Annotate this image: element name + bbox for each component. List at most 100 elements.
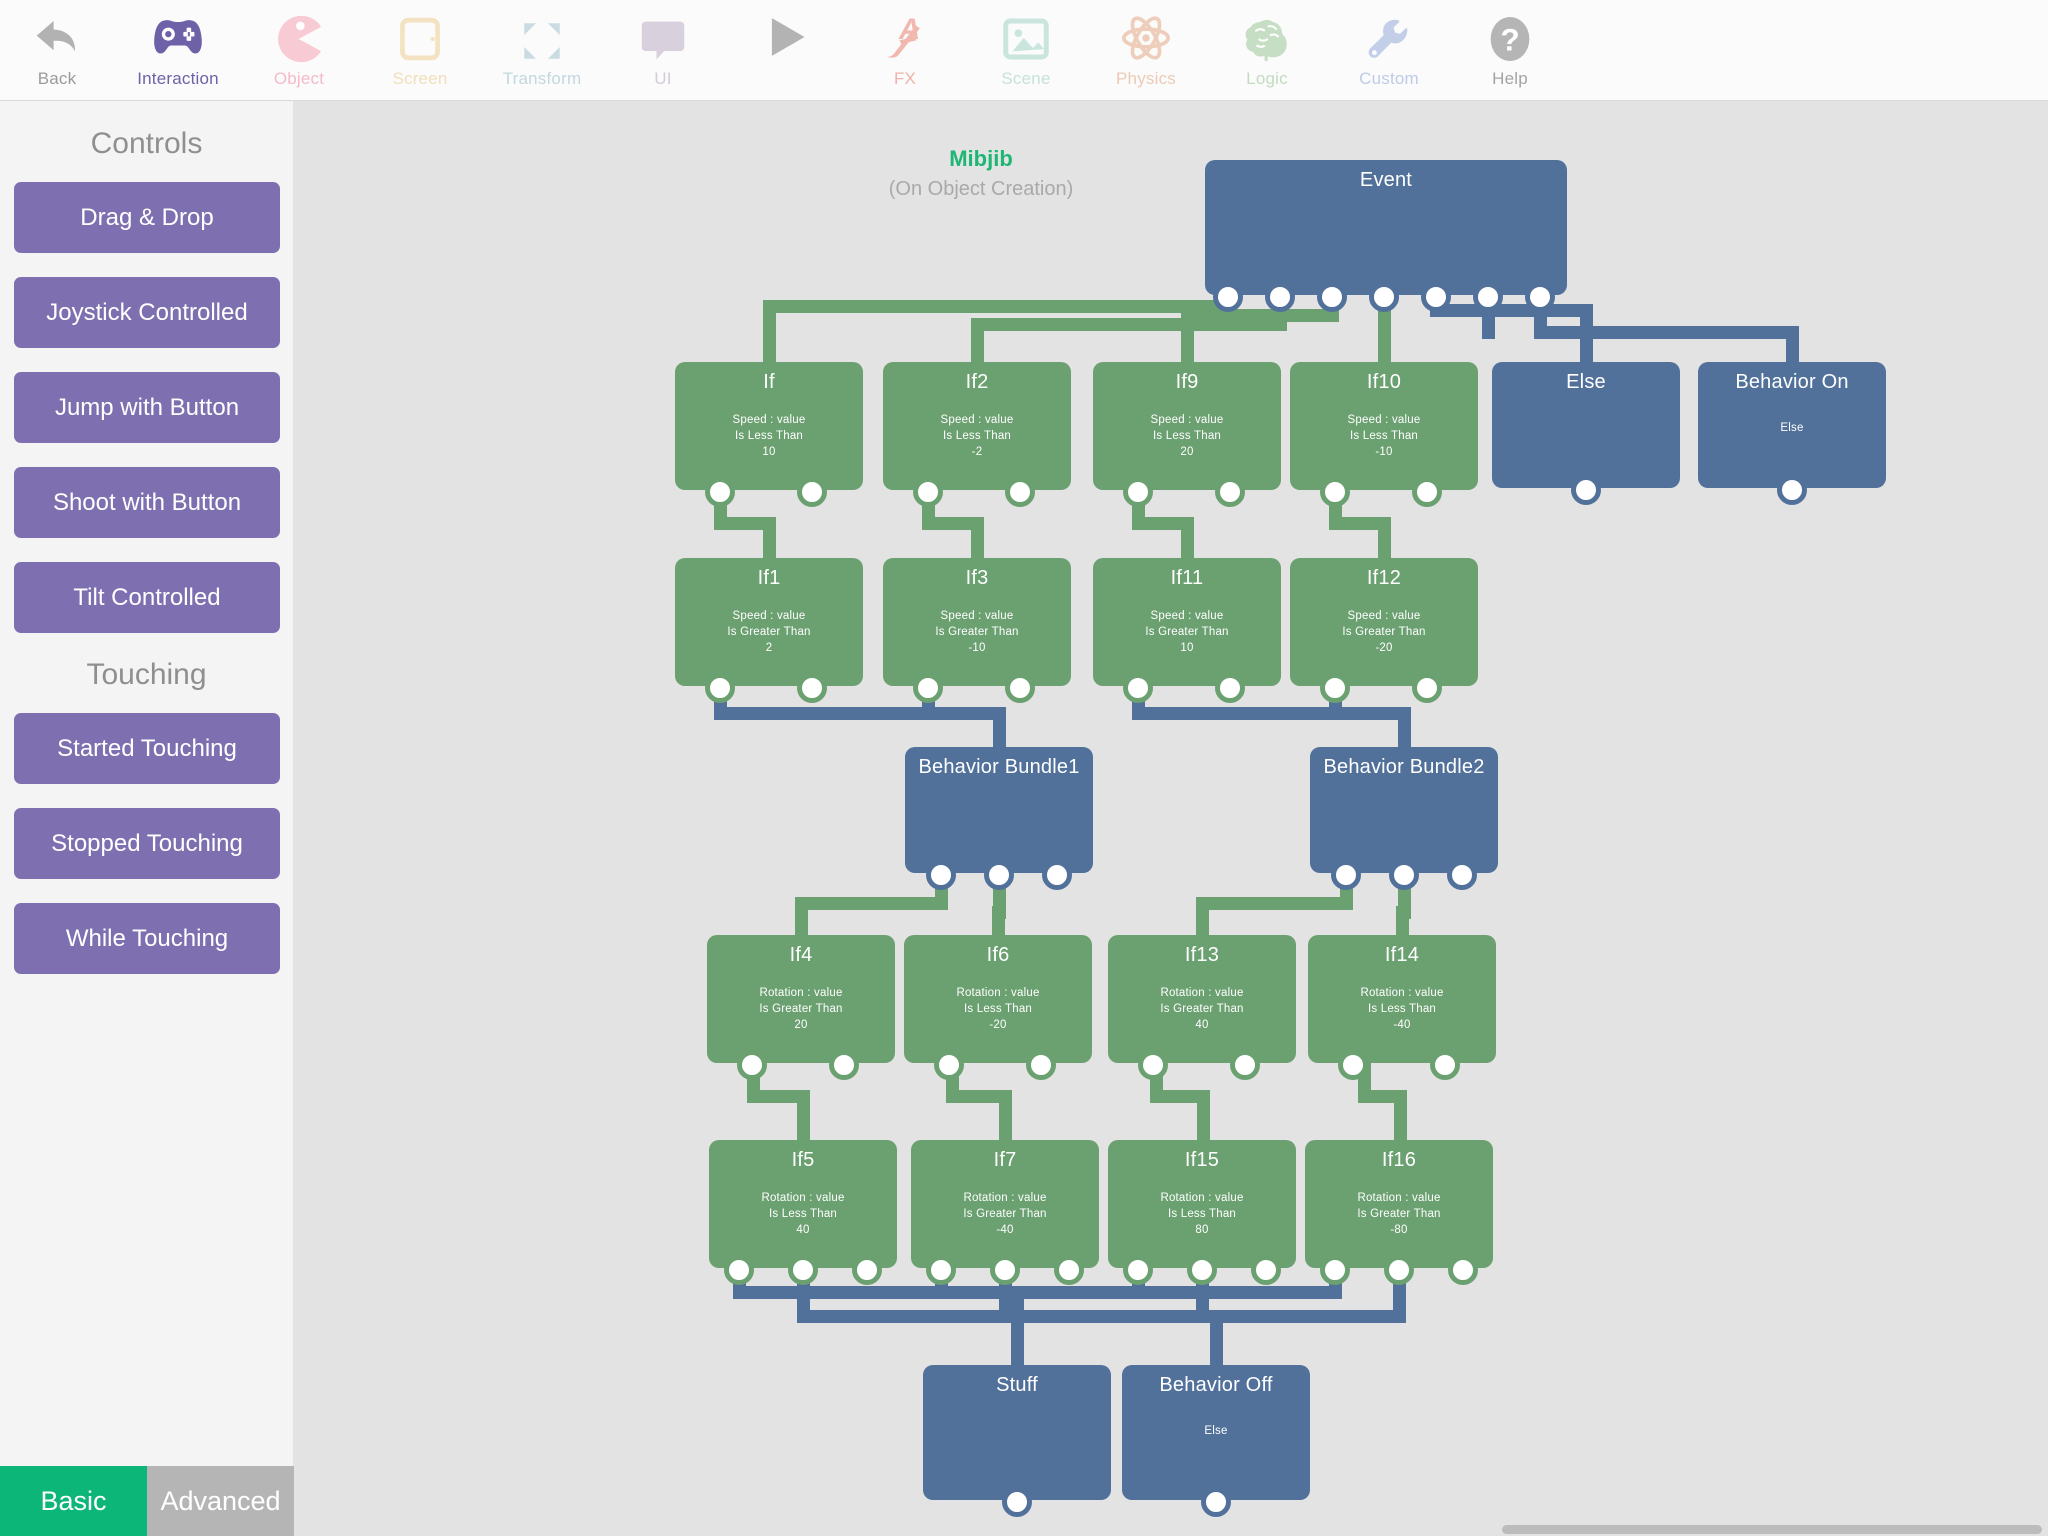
connector[interactable] (913, 673, 943, 703)
toolbar-item-back[interactable]: Back (0, 0, 122, 100)
behavior-button-while-touching[interactable]: While Touching (14, 903, 280, 974)
node-if14[interactable]: If14 Rotation : value Is Less Than -40 (1308, 935, 1496, 1080)
connector[interactable] (1369, 282, 1399, 312)
node-if7[interactable]: If7 Rotation : value Is Greater Than -40 (911, 1140, 1099, 1285)
node-if4[interactable]: If4 Rotation : value Is Greater Than 20 (707, 935, 895, 1080)
connector[interactable] (1331, 860, 1361, 890)
connector[interactable] (1338, 1050, 1368, 1080)
connector[interactable] (926, 1255, 956, 1285)
connector[interactable] (1201, 1487, 1231, 1517)
node-if2[interactable]: If2 Speed : value Is Less Than -2 (883, 362, 1071, 507)
toolbar-item-screen[interactable]: Screen (355, 0, 485, 100)
horizontal-scrollbar[interactable] (1502, 1525, 2042, 1534)
connector[interactable] (797, 477, 827, 507)
node-if6[interactable]: If6 Rotation : value Is Less Than -20 (904, 935, 1092, 1080)
connector[interactable] (1265, 282, 1295, 312)
connector[interactable] (1320, 1255, 1350, 1285)
node-behavior-off[interactable]: Behavior Off Else (1122, 1365, 1310, 1517)
connector[interactable] (1448, 1255, 1478, 1285)
connector[interactable] (1005, 477, 1035, 507)
toolbar-item-logic[interactable]: Logic (1202, 0, 1332, 100)
behavior-button-drag-drop[interactable]: Drag & Drop (14, 182, 280, 253)
connector[interactable] (724, 1255, 754, 1285)
connector[interactable] (1525, 282, 1555, 312)
connector[interactable] (1123, 1255, 1153, 1285)
connector[interactable] (852, 1255, 882, 1285)
connector[interactable] (1054, 1255, 1084, 1285)
connector[interactable] (1777, 475, 1807, 505)
connector[interactable] (1412, 477, 1442, 507)
connector[interactable] (1138, 1050, 1168, 1080)
tab-advanced[interactable]: Advanced (147, 1466, 294, 1536)
connector[interactable] (737, 1050, 767, 1080)
tab-basic[interactable]: Basic (0, 1466, 147, 1536)
node-behavior-bundle2[interactable]: Behavior Bundle2 (1310, 747, 1498, 890)
node-else[interactable]: Else (1492, 362, 1680, 505)
connector[interactable] (1389, 860, 1419, 890)
node-if12[interactable]: If12 Speed : value Is Greater Than -20 (1290, 558, 1478, 703)
connector[interactable] (984, 860, 1014, 890)
toolbar-item-interaction[interactable]: Interaction (113, 0, 243, 100)
toolbar-item-play[interactable] (719, 0, 849, 100)
node-if16[interactable]: If16 Rotation : value Is Greater Than -80 (1305, 1140, 1493, 1285)
node-if13[interactable]: If13 Rotation : value Is Greater Than 40 (1108, 935, 1296, 1080)
behavior-button-tilt-controlled[interactable]: Tilt Controlled (14, 562, 280, 633)
connector[interactable] (705, 477, 735, 507)
connector[interactable] (1320, 673, 1350, 703)
connector[interactable] (934, 1050, 964, 1080)
node-if1[interactable]: If1 Speed : value Is Greater Than 2 (675, 558, 863, 703)
behavior-button-stopped-touching[interactable]: Stopped Touching (14, 808, 280, 879)
toolbar-item-ui[interactable]: UI (598, 0, 728, 100)
toolbar-item-object[interactable]: Object (234, 0, 364, 100)
node-behavior-on[interactable]: Behavior On Else (1698, 362, 1886, 505)
connector[interactable] (913, 477, 943, 507)
connector[interactable] (1230, 1050, 1260, 1080)
connector[interactable] (1005, 673, 1035, 703)
connector[interactable] (990, 1255, 1020, 1285)
connector[interactable] (797, 673, 827, 703)
connector[interactable] (1123, 673, 1153, 703)
behavior-button-shoot-with-button[interactable]: Shoot with Button (14, 467, 280, 538)
connector[interactable] (1002, 1487, 1032, 1517)
behavior-button-jump-with-button[interactable]: Jump with Button (14, 372, 280, 443)
connector[interactable] (1215, 477, 1245, 507)
node-behavior-bundle1[interactable]: Behavior Bundle1 (905, 747, 1093, 890)
connector[interactable] (1447, 860, 1477, 890)
node-event[interactable]: Event (1205, 160, 1567, 312)
connector[interactable] (1412, 673, 1442, 703)
behavior-button-joystick-controlled[interactable]: Joystick Controlled (14, 277, 280, 348)
connector[interactable] (705, 673, 735, 703)
connector[interactable] (1251, 1255, 1281, 1285)
connector[interactable] (1317, 282, 1347, 312)
connector[interactable] (1571, 475, 1601, 505)
node-if3[interactable]: If3 Speed : value Is Greater Than -10 (883, 558, 1071, 703)
connector[interactable] (1384, 1255, 1414, 1285)
connector[interactable] (1026, 1050, 1056, 1080)
connector[interactable] (926, 860, 956, 890)
connector[interactable] (1430, 1050, 1460, 1080)
connector[interactable] (1123, 477, 1153, 507)
toolbar-item-custom[interactable]: Custom (1324, 0, 1454, 100)
node-if10[interactable]: If10 Speed : value Is Less Than -10 (1290, 362, 1478, 507)
behavior-button-started-touching[interactable]: Started Touching (14, 713, 280, 784)
node-if[interactable]: If Speed : value Is Less Than 10 (675, 362, 863, 507)
connector[interactable] (1042, 860, 1072, 890)
node-stuff[interactable]: Stuff (923, 1365, 1111, 1517)
toolbar-item-transform[interactable]: Transform (477, 0, 607, 100)
connector[interactable] (1213, 282, 1243, 312)
node-if9[interactable]: If9 Speed : value Is Less Than 20 (1093, 362, 1281, 507)
connector[interactable] (829, 1050, 859, 1080)
toolbar-item-physics[interactable]: Physics (1081, 0, 1211, 100)
node-if11[interactable]: If11 Speed : value Is Greater Than 10 (1093, 558, 1281, 703)
connector[interactable] (1473, 282, 1503, 312)
node-if15[interactable]: If15 Rotation : value Is Less Than 80 (1108, 1140, 1296, 1285)
connector[interactable] (788, 1255, 818, 1285)
toolbar-item-fx[interactable]: A FX (840, 0, 970, 100)
connector[interactable] (1187, 1255, 1217, 1285)
node-if5[interactable]: If5 Rotation : value Is Less Than 40 (709, 1140, 897, 1285)
connector[interactable] (1320, 477, 1350, 507)
toolbar-item-scene[interactable]: Scene (961, 0, 1091, 100)
toolbar-item-help[interactable]: ? Help (1445, 0, 1575, 100)
connector[interactable] (1215, 673, 1245, 703)
connector[interactable] (1421, 282, 1451, 312)
